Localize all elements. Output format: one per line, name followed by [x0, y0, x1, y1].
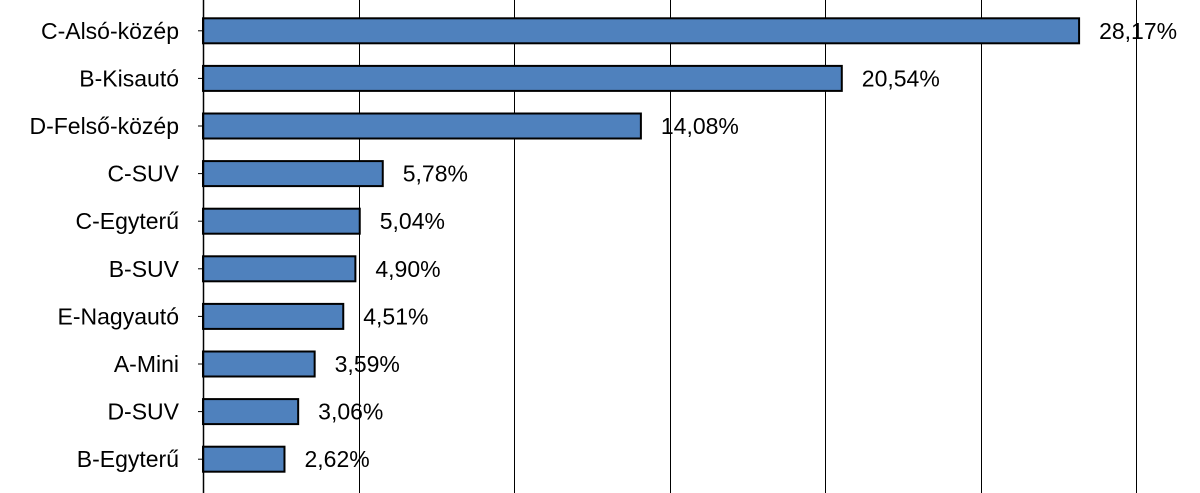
category-label: C-Alsó-közép [41, 18, 179, 44]
category-label: D-Felső-közép [29, 113, 179, 139]
value-label: 28,17% [1099, 18, 1177, 44]
value-label: 5,78% [403, 161, 468, 187]
value-labels: 28,17% 20,54% 14,08% 5,78% 5,04% 4,90% 4,51% 3,… [304, 18, 1177, 472]
bar [202, 64, 843, 92]
bar [202, 445, 286, 473]
bar [202, 398, 300, 426]
value-label: 3,59% [335, 351, 400, 377]
value-label: 14,08% [661, 113, 739, 139]
bar [202, 302, 345, 330]
value-label: 2,62% [304, 446, 369, 472]
category-label: B-Egyterű [77, 446, 179, 472]
category-label: C-SUV [107, 161, 179, 187]
category-label: A-Mini [114, 351, 179, 377]
category-axis [198, 0, 205, 493]
bar [202, 17, 1081, 45]
value-label: 20,54% [862, 65, 940, 91]
category-labels: C-Alsó-közép B-Kisautó D-Felső-közép C-SUV C… [29, 18, 179, 472]
category-label: D-SUV [107, 399, 179, 425]
value-label: 5,04% [380, 208, 445, 234]
bars [202, 17, 1081, 473]
bar [202, 160, 384, 188]
category-label: C-Egyterű [75, 208, 179, 234]
value-label: 4,51% [363, 303, 428, 329]
value-label: 3,06% [318, 399, 383, 425]
bar [202, 350, 316, 378]
bar [202, 207, 361, 235]
bar [202, 112, 642, 140]
category-label: B-Kisautó [79, 65, 179, 91]
category-label: B-SUV [109, 256, 180, 282]
value-label: 4,90% [375, 256, 440, 282]
category-label: E-Nagyautó [58, 303, 179, 329]
bar [202, 255, 357, 283]
